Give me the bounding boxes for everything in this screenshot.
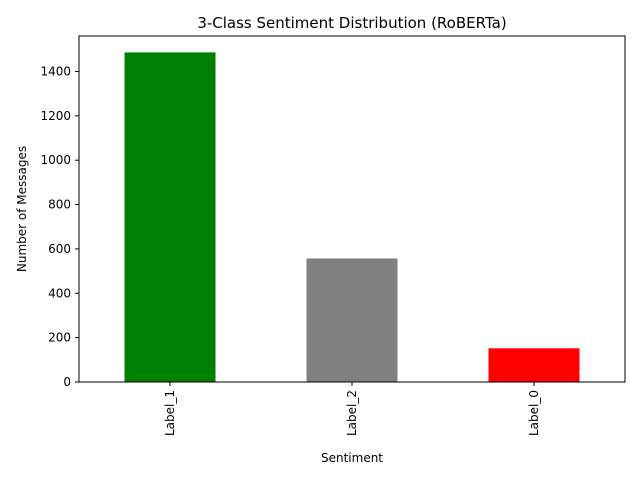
y-tick-label: 200 [48, 331, 71, 345]
x-tick-label: Label_1 [163, 390, 177, 436]
y-tick-label: 1400 [40, 64, 71, 78]
y-axis: 0 200 400 600 800 1000 1200 1400 [40, 64, 79, 389]
bars-group [124, 52, 580, 382]
bar-label-2 [306, 258, 398, 382]
x-axis: Label_1 Label_2 Label_0 [163, 382, 541, 436]
y-tick-label: 1000 [40, 153, 71, 167]
bar-label-0 [488, 348, 580, 382]
chart-title: 3-Class Sentiment Distribution (RoBERTa) [197, 14, 506, 32]
y-tick-label: 1200 [40, 109, 71, 123]
y-axis-label: Number of Messages [15, 146, 29, 272]
y-tick-label: 400 [48, 286, 71, 300]
x-tick-label: Label_0 [527, 390, 541, 436]
y-tick-label: 0 [63, 375, 71, 389]
y-tick-label: 600 [48, 242, 71, 256]
x-tick-label: Label_2 [345, 390, 359, 436]
plot-frame [78, 35, 626, 383]
y-tick-label: 800 [48, 198, 71, 212]
bar-label-1 [124, 52, 216, 382]
x-axis-label: Sentiment [321, 451, 383, 465]
